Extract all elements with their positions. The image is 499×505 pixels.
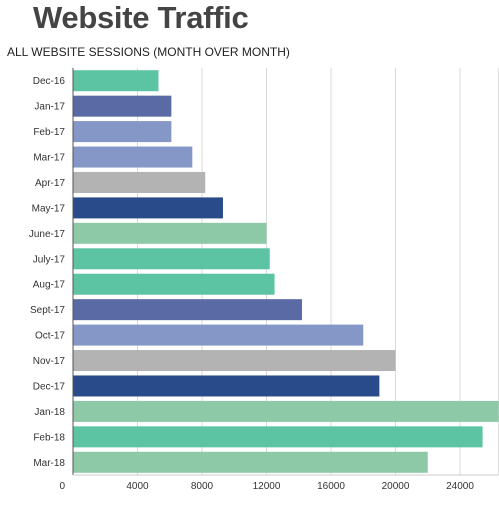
category-label: Dec-16 — [33, 76, 66, 87]
tick-labels: Dec-16 Jan-17 Feb-17 Mar-17 Apr-17 May-17 June… — [29, 76, 474, 492]
bar-feb-18 — [73, 426, 483, 448]
x-tick-label: 12000 — [253, 481, 281, 492]
chart-title: Website Traffic — [33, 0, 249, 35]
x-tick-label: 20000 — [382, 481, 410, 492]
category-label: Feb-17 — [33, 127, 65, 138]
bar-june-17 — [73, 222, 267, 244]
category-label: July-17 — [33, 254, 66, 265]
x-tick-label: 8000 — [191, 481, 214, 492]
category-label: Jan-17 — [34, 102, 65, 113]
category-label: Apr-17 — [35, 178, 65, 189]
axes — [72, 68, 499, 476]
bar-sept-17 — [73, 299, 302, 321]
bar-apr-17 — [73, 171, 206, 193]
category-label: Jan-18 — [34, 407, 65, 418]
bar-dec-17 — [73, 375, 380, 397]
category-label: May-17 — [32, 203, 66, 214]
x-tick-label: 24000 — [446, 481, 474, 492]
category-label: Mar-18 — [33, 458, 65, 469]
category-label: Nov-17 — [33, 356, 66, 367]
bar-nov-17 — [73, 350, 396, 372]
bar-mar-18 — [73, 451, 428, 473]
bar-dec-16 — [73, 70, 159, 92]
x-tick-label: 16000 — [317, 481, 345, 492]
bars — [73, 70, 499, 473]
bar-july-17 — [73, 248, 270, 270]
chart-subtitle: ALL WEBSITE SESSIONS (MONTH OVER MONTH) — [7, 45, 290, 59]
category-label: Sept-17 — [30, 305, 65, 316]
bar-feb-17 — [73, 121, 172, 143]
category-label: Aug-17 — [33, 280, 66, 291]
category-label: Oct-17 — [35, 331, 65, 342]
bar-mar-17 — [73, 146, 193, 168]
bar-oct-17 — [73, 324, 364, 346]
category-label: Mar-17 — [33, 153, 65, 164]
category-label: Feb-18 — [33, 432, 65, 443]
x-tick-label: 4000 — [126, 481, 149, 492]
bar-jan-17 — [73, 95, 172, 117]
bar-jan-18 — [73, 400, 499, 422]
category-label: Dec-17 — [33, 381, 66, 392]
bar-may-17 — [73, 197, 223, 219]
x-tick-label: 0 — [59, 481, 65, 492]
bar-aug-17 — [73, 273, 275, 295]
category-label: June-17 — [29, 229, 66, 240]
